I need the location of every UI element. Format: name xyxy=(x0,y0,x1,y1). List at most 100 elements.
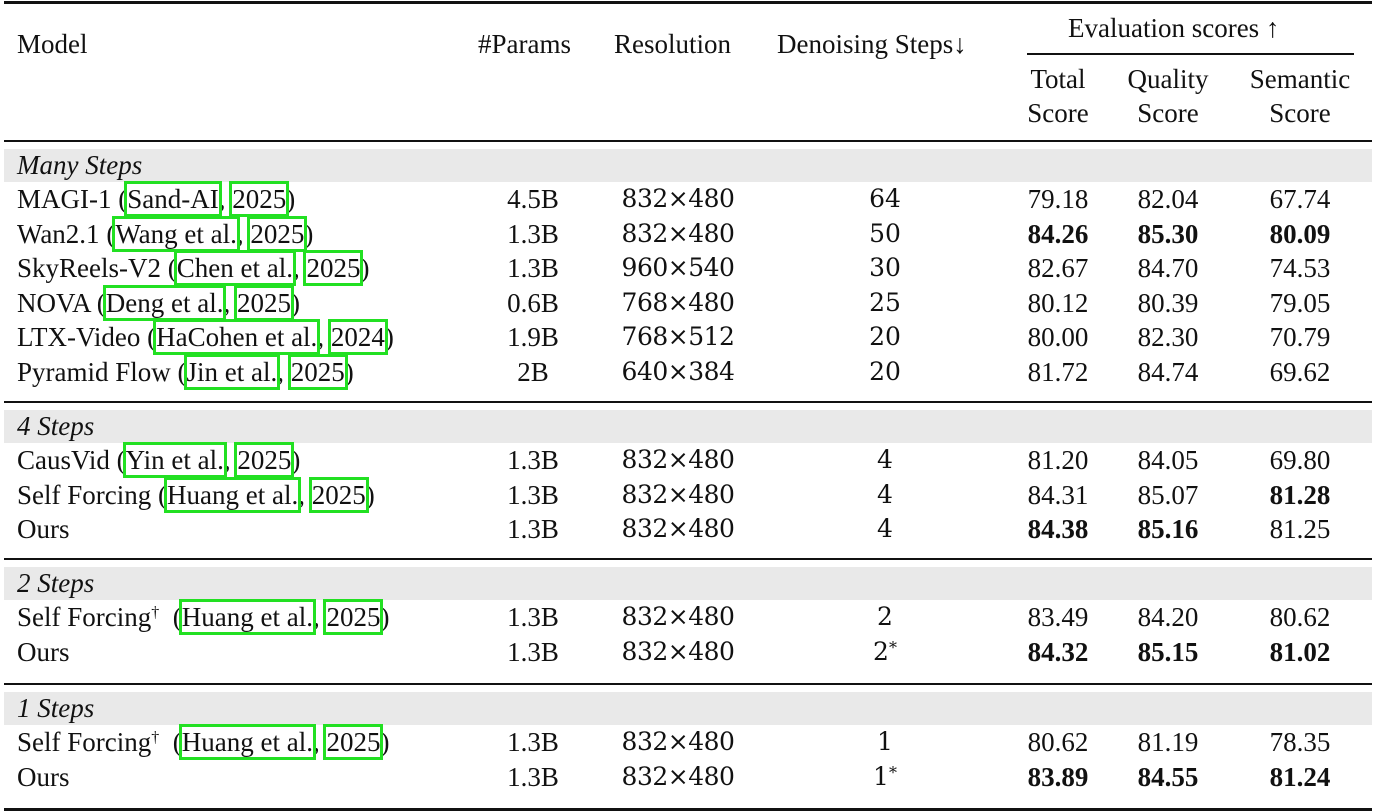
citation-year-link[interactable]: 2025 xyxy=(287,353,348,390)
quality-score-cell: 82.30 xyxy=(1137,322,1199,352)
header-rule xyxy=(4,140,1372,142)
group-label: 2 Steps xyxy=(17,568,95,598)
resolution-cell: 832×480 xyxy=(621,761,735,791)
steps-value: 64 xyxy=(869,184,901,213)
model-name: Pyramid Flow xyxy=(17,356,171,387)
group-header-background xyxy=(4,692,1372,725)
params-cell: 1.3B xyxy=(507,253,559,283)
steps-value: 1 xyxy=(873,761,889,791)
citation-year-link[interactable]: 2025 xyxy=(233,284,294,321)
model-name: NOVA xyxy=(17,287,91,318)
model-cell: NOVA (Deng et al., 2025) xyxy=(17,284,300,321)
model-cell: Self Forcing† (Huang et al., 2025) xyxy=(17,599,390,635)
citation-author-link[interactable]: Huang et al. xyxy=(178,599,316,635)
total-score-cell: 81.72 xyxy=(1027,356,1089,387)
denoising-steps-cell: 50 xyxy=(830,217,940,251)
table-row: Ours 1.3B 832×480 1* 83.89 84.55 81.24 xyxy=(0,760,1376,794)
params-cell: 1.3B xyxy=(507,727,559,757)
model-name: SkyReels-V2 xyxy=(17,253,161,283)
citation-author-link[interactable]: Huang et al. xyxy=(163,476,302,513)
resolution-cell: 832×480 xyxy=(621,727,735,756)
model-name: Self Forcing xyxy=(17,479,152,510)
denoising-steps-cell: 2 xyxy=(830,600,940,634)
params-cell: 0.6B xyxy=(507,287,559,318)
citation-author-link[interactable]: Sand-AI xyxy=(124,181,222,217)
group-label: 1 Steps xyxy=(17,693,95,723)
quality-score-cell: 80.39 xyxy=(1137,287,1199,318)
table-row: Pyramid Flow (Jin et al., 2025) 2B 640×384… xyxy=(0,353,1376,390)
total-score-cell: 82.67 xyxy=(1027,253,1089,283)
model-name: Self Forcing xyxy=(17,727,152,757)
table-row: Self Forcing (Huang et al., 2025) 1.3B 832… xyxy=(0,476,1376,513)
semantic-score-cell: 78.35 xyxy=(1269,727,1331,757)
params-cell: 1.3B xyxy=(507,636,559,667)
citation-year-link[interactable]: 2025 xyxy=(247,215,308,252)
table-row: Ours 1.3B 832×480 2* 84.32 85.15 81.02 xyxy=(0,635,1376,669)
citation-author-link[interactable]: Wang et al. xyxy=(112,215,240,252)
citation-author-link[interactable]: Yin et al. xyxy=(122,442,227,478)
resolution-cell: 832×480 xyxy=(621,184,735,213)
denoising-steps-cell: 2* xyxy=(830,635,940,669)
quality-score-cell: 84.74 xyxy=(1137,356,1199,387)
semantic-score-cell: 69.80 xyxy=(1269,445,1331,475)
quality-score-cell: 84.05 xyxy=(1137,445,1199,475)
total-score-cell: 79.18 xyxy=(1027,184,1089,214)
quality-score-cell: 85.30 xyxy=(1137,218,1199,249)
header-total-score-line2: Score xyxy=(1027,98,1089,128)
resolution-cell: 832×480 xyxy=(621,445,735,474)
citation-author-link[interactable]: Deng et al. xyxy=(102,284,227,321)
citation-author-link[interactable]: Huang et al. xyxy=(178,724,316,760)
denoising-steps-cell: 25 xyxy=(830,286,940,320)
steps-value: 25 xyxy=(869,287,901,317)
citation-year-link[interactable]: 2025 xyxy=(308,476,369,513)
model-cell: LTX-Video (HaCohen et al., 2024) xyxy=(17,319,394,355)
header-semantic-score-line2: Score xyxy=(1269,98,1331,128)
group-header-background xyxy=(4,567,1372,600)
group-label: 4 Steps xyxy=(17,411,95,441)
table-row: CausVid (Yin et al., 2025) 1.3B 832×480 4 81… xyxy=(0,442,1376,478)
params-cell: 2B xyxy=(517,356,549,387)
denoising-steps-cell: 30 xyxy=(830,251,940,285)
steps-value: 20 xyxy=(869,322,901,351)
params-cell: 1.3B xyxy=(507,479,559,510)
semantic-score-cell: 79.05 xyxy=(1269,287,1331,318)
semantic-score-cell: 67.74 xyxy=(1269,184,1331,214)
resolution-cell: 768×512 xyxy=(621,322,735,351)
citation-author-link[interactable]: HaCohen et al. xyxy=(153,319,321,355)
model-name: CausVid xyxy=(17,445,110,475)
params-cell: 4.5B xyxy=(507,184,559,214)
denoising-steps-cell: 1* xyxy=(830,760,940,794)
citation-year-link[interactable]: 2025 xyxy=(229,181,290,217)
quality-score-cell: 84.70 xyxy=(1137,253,1199,283)
dagger-mark: † xyxy=(151,604,160,621)
citation-year-link[interactable]: 2025 xyxy=(303,250,364,286)
group-label: Many Steps xyxy=(17,150,143,180)
table-row: Ours 1.3B 832×480 4 84.38 85.16 81.25 xyxy=(0,512,1376,546)
semantic-score-cell: 81.24 xyxy=(1269,761,1331,792)
model-name: Ours xyxy=(17,636,70,667)
citation-author-link[interactable]: Jin et al. xyxy=(183,353,281,390)
model-name: LTX-Video xyxy=(17,322,141,352)
total-score-cell: 84.31 xyxy=(1027,479,1089,510)
model-cell: Pyramid Flow (Jin et al., 2025) xyxy=(17,353,354,390)
resolution-cell: 640×384 xyxy=(621,356,735,386)
resolution-cell: 768×480 xyxy=(621,287,735,317)
header-resolution: Resolution xyxy=(614,29,732,59)
model-name: Ours xyxy=(17,514,70,544)
model-cell: Wan2.1 (Wang et al., 2025) xyxy=(17,215,314,252)
quality-score-cell: 81.19 xyxy=(1137,727,1199,757)
header-denoising-steps: Denoising Steps↓ xyxy=(777,29,967,59)
citation-year-link[interactable]: 2024 xyxy=(327,319,388,355)
model-cell: Self Forcing (Huang et al., 2025) xyxy=(17,476,375,513)
total-score-cell: 83.89 xyxy=(1027,761,1089,792)
total-score-cell: 80.12 xyxy=(1027,287,1089,318)
citation-year-link[interactable]: 2025 xyxy=(323,599,384,635)
params-cell: 1.3B xyxy=(507,761,559,792)
citation-year-link[interactable]: 2025 xyxy=(323,724,384,760)
citation-year-link[interactable]: 2025 xyxy=(234,442,295,478)
quality-score-cell: 82.04 xyxy=(1137,184,1199,214)
steps-value: 2 xyxy=(873,636,889,666)
citation-author-link[interactable]: Chen et al. xyxy=(173,250,296,286)
header-total-score-line1: Total xyxy=(1030,64,1086,94)
header-model: Model xyxy=(17,29,88,59)
